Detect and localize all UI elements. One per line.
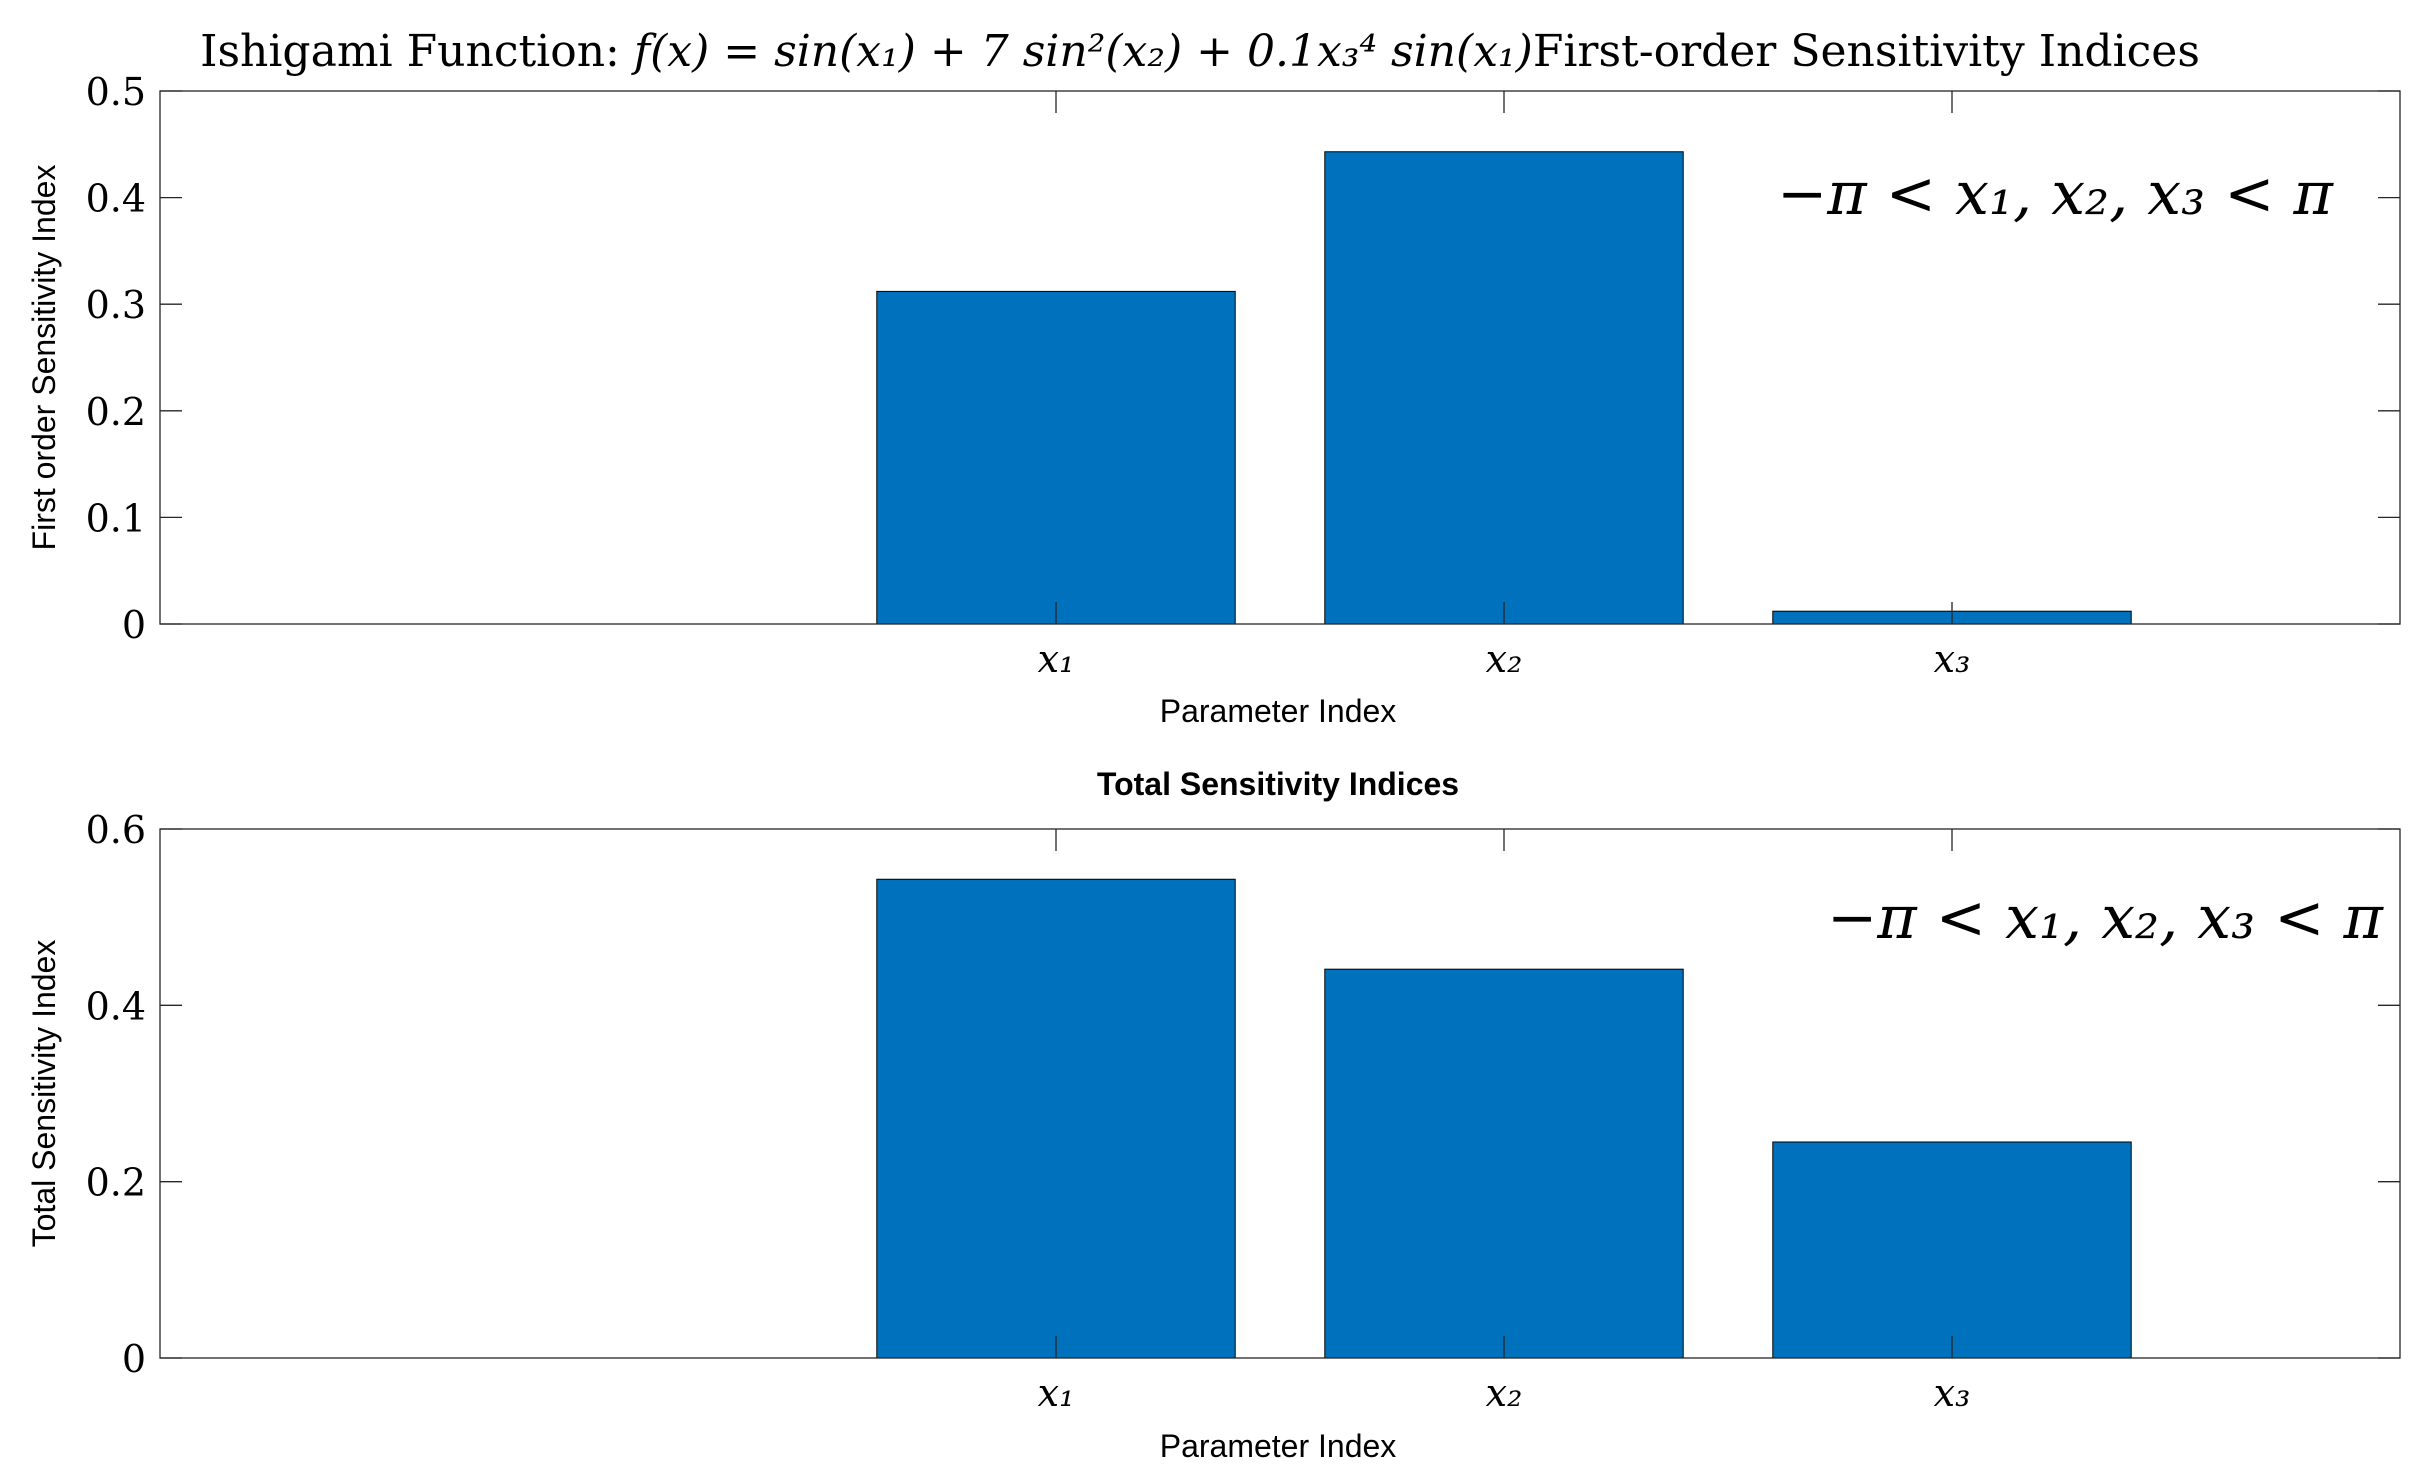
y-tick-label: 0.3 <box>86 283 146 327</box>
x-tick-label: x₁ <box>1038 637 1075 681</box>
x-tick-label: x₂ <box>1486 1371 1523 1415</box>
y-tick-label: 0.1 <box>86 496 146 540</box>
bar-2 <box>1324 151 1684 625</box>
y-tick-label: 0.2 <box>86 390 146 434</box>
chart-panel-2: 0 0.2 0.4 0.6 x₁ x₂ x₃ Parameter Index Total Sen… <box>26 808 2401 1464</box>
bar-3 <box>1772 1141 2132 1359</box>
chart-title-2: Total Sensitivity Indices <box>1097 766 1459 802</box>
axes-box <box>159 828 2401 1359</box>
title-formula: f(x) = sin(x₁) + 7 sin²(x₂) + 0.1x₃⁴ sin… <box>631 26 1533 77</box>
title-lead: Ishigami Function: <box>200 26 634 77</box>
y-axis-label: Total Sensitivity Index <box>26 940 62 1248</box>
chart-panel-1: 0 0.1 0.2 0.3 0.4 0.5 x₁ x₂ x₃ Parameter Index Fir… <box>26 70 2401 729</box>
x-tick-label: x₂ <box>1486 637 1523 681</box>
domain-annotation: −π < x₁, x₂, x₃ < π <box>1827 883 2385 953</box>
bar-1 <box>876 878 1236 1359</box>
y-tick-label: 0 <box>122 1337 146 1381</box>
x-tick-label: x₃ <box>1934 1371 1971 1415</box>
y-tick-label: 0.4 <box>86 984 146 1028</box>
domain-annotation: −π < x₁, x₂, x₃ < π <box>1777 159 2335 229</box>
x-axis-label: Parameter Index <box>1160 693 1397 729</box>
y-tick-label: 0 <box>122 603 146 647</box>
x-tick-label: x₁ <box>1038 1371 1075 1415</box>
bar-2 <box>1324 968 1684 1359</box>
y-tick-label: 0.5 <box>86 70 146 114</box>
bar-1 <box>876 290 1236 625</box>
y-axis-label: First order Sensitivity Index <box>26 165 62 551</box>
y-tick-label: 0.2 <box>86 1161 146 1205</box>
axes-box <box>159 90 2401 625</box>
y-tick-label: 0.6 <box>86 808 146 852</box>
x-tick-label: x₃ <box>1934 637 1971 681</box>
y-tick-label: 0.4 <box>86 177 146 221</box>
x-axis-label: Parameter Index <box>1160 1428 1397 1464</box>
title-tail: First-order Sensitivity Indices <box>1533 26 2200 77</box>
chart-title-1: Ishigami Function: f(x) = sin(x₁) + 7 si… <box>200 26 2200 77</box>
